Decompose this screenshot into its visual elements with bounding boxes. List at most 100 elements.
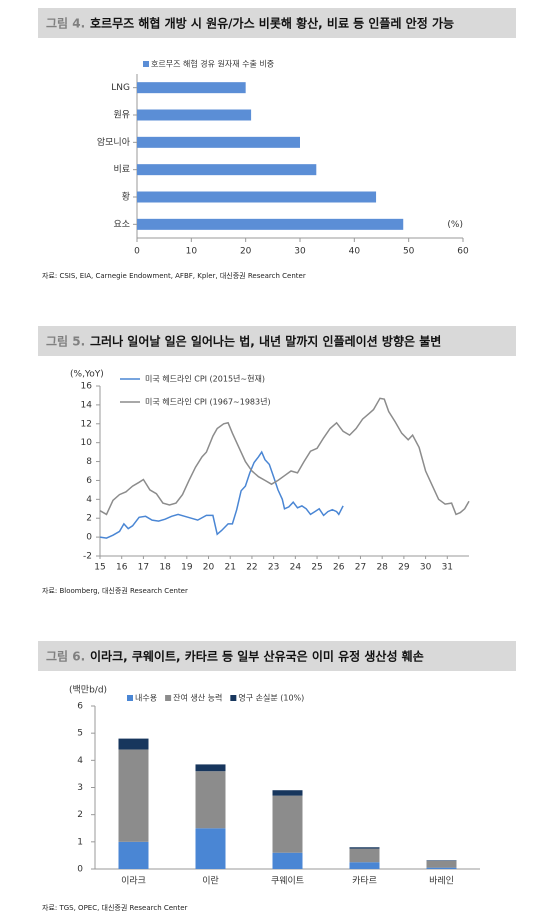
- bar: [137, 191, 377, 203]
- figure-label: 그림 6.: [46, 650, 85, 664]
- x-tick-label: 이라크: [121, 876, 146, 887]
- line-series: [99, 450, 344, 539]
- legend-swatch: [127, 695, 133, 701]
- source-note: 자료: Bloomberg, 대신증권 Research Center: [42, 586, 188, 595]
- x-tick-label: 26: [333, 563, 345, 573]
- x-tick-label: 30: [420, 563, 432, 573]
- x-tick-label: 19: [181, 563, 193, 573]
- x-tick-label: 바레인: [429, 876, 454, 887]
- bar-segment: [272, 795, 303, 853]
- legend-label: 미국 헤드라인 CPI (2015년~현재): [145, 374, 265, 384]
- bar-segment: [426, 860, 457, 868]
- bar-segment: [272, 790, 303, 796]
- legend-label: 내수용: [135, 694, 157, 703]
- x-tick-label: 카타르: [352, 876, 377, 887]
- x-tick-label: 21: [225, 563, 236, 573]
- figure-header-bg: [38, 326, 516, 356]
- legend-label: 영구 손실분 (10%): [238, 693, 304, 703]
- bar-segment: [349, 848, 380, 863]
- y-axis-label: (백만b/d): [69, 685, 107, 696]
- source-note: 자료: TGS, OPEC, 대신증권 Research Center: [42, 903, 188, 912]
- bar-segment: [349, 847, 380, 849]
- x-unit: (%): [447, 220, 463, 230]
- y-tick-label: 14: [81, 400, 93, 410]
- bar-segment: [195, 764, 226, 772]
- legend-swatch: [143, 61, 149, 67]
- figure-header-bg: [38, 8, 516, 38]
- y-tick-label: 4: [77, 756, 83, 766]
- y-tick-label: 10: [81, 438, 93, 448]
- y-tick-label: 1: [77, 837, 83, 847]
- figure-title: 이라크, 쿠웨이트, 카타르 등 일부 산유국은 이미 유정 생산성 훼손: [90, 649, 424, 664]
- figure-title: 호르무즈 해협 개방 시 원유/가스 비롯해 황산, 비료 등 인플레 안정 가…: [90, 16, 454, 31]
- x-tick-label: 20: [203, 563, 215, 573]
- y-tick-label: 8: [86, 457, 92, 467]
- bar-segment: [118, 841, 149, 869]
- x-tick-label: 23: [268, 563, 279, 573]
- y-tick-label: 16: [81, 382, 93, 392]
- x-tick-label: 60: [457, 247, 469, 257]
- y-tick-label: 5: [77, 729, 83, 739]
- y-tick-label: -2: [83, 552, 92, 562]
- x-tick-label: 28: [376, 563, 388, 573]
- legend-label: 미국 헤드라인 CPI (1967~1983년): [145, 397, 271, 407]
- y-tick-label: 암모니아: [97, 136, 131, 148]
- bar: [137, 136, 300, 148]
- y-tick-label: 비료: [113, 164, 130, 175]
- bar: [137, 109, 252, 121]
- line-series: [99, 397, 470, 516]
- figure-label: 그림 4.: [46, 17, 85, 31]
- bar-segment: [426, 867, 457, 869]
- y-tick-label: 4: [86, 495, 92, 505]
- figure-header-bg: [38, 641, 516, 671]
- bar-segment: [426, 860, 457, 861]
- y-tick-label: 6: [77, 702, 83, 712]
- x-tick-label: 31: [442, 563, 453, 573]
- x-tick-label: 30: [294, 247, 306, 257]
- x-tick-label: 25: [311, 563, 322, 573]
- y-tick-label: 3: [77, 783, 83, 793]
- x-tick-label: 22: [246, 563, 257, 573]
- legend-swatch: [165, 695, 172, 701]
- x-tick-label: 이란: [202, 875, 219, 887]
- x-tick-label: 0: [134, 247, 140, 257]
- bar-segment: [118, 738, 149, 750]
- y-tick-label: 0: [77, 865, 83, 875]
- bar: [137, 164, 317, 176]
- y-tick-label: 황: [122, 192, 130, 203]
- bar-segment: [195, 771, 226, 829]
- bar-segment: [272, 852, 303, 869]
- y-axis-label: (%,YoY): [70, 370, 104, 380]
- y-tick-label: 0: [86, 533, 92, 543]
- bar-segment: [195, 828, 226, 869]
- x-tick-label: 29: [398, 563, 410, 573]
- figure-title: 그러나 일어날 일은 일어나는 법, 내년 말까지 인플레이션 방향은 불변: [90, 334, 441, 349]
- y-tick-label: LNG: [111, 83, 130, 93]
- bar-segment: [349, 862, 380, 869]
- x-tick-label: 17: [138, 563, 149, 573]
- x-tick-label: 20: [240, 247, 252, 257]
- figure-label: 그림 5.: [46, 335, 85, 349]
- bar: [137, 82, 246, 94]
- y-tick-label: 원유: [113, 110, 130, 121]
- legend-swatch: [230, 695, 237, 701]
- bar-segment: [118, 749, 149, 842]
- x-tick-label: 10: [186, 247, 198, 257]
- y-tick-label: 6: [86, 476, 92, 486]
- y-tick-label: 2: [86, 514, 92, 524]
- x-tick-label: 16: [116, 563, 128, 573]
- x-tick-label: 40: [349, 247, 361, 257]
- x-tick-label: 15: [94, 563, 105, 573]
- legend-label: 호르무즈 해협 경유 원자재 수출 비중: [151, 59, 274, 69]
- x-tick-label: 27: [355, 563, 366, 573]
- x-tick-label: 쿠웨이트: [271, 875, 304, 887]
- y-tick-label: 12: [81, 419, 92, 429]
- bar: [137, 218, 404, 230]
- x-tick-label: 18: [159, 563, 171, 573]
- x-tick-label: 24: [290, 563, 302, 573]
- source-note: 자료: CSIS, EIA, Carnegie Endowment, AFBF,…: [42, 271, 306, 280]
- y-tick-label: 2: [77, 810, 83, 820]
- legend-label: 잔여 생산 능력: [173, 693, 222, 703]
- y-tick-label: 요소: [113, 219, 130, 230]
